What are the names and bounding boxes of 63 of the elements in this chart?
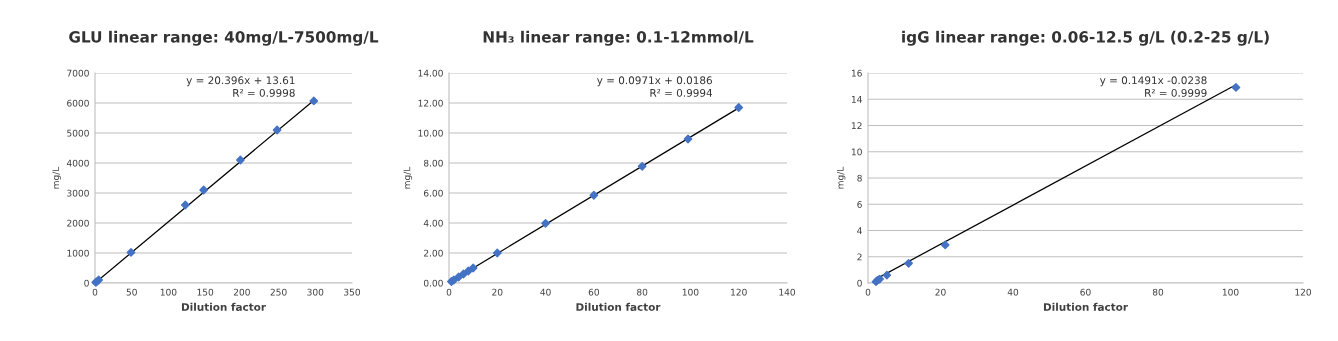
x-tick-label: 100 [1222, 288, 1239, 296]
annotation: R² = 0.9998 [233, 88, 295, 97]
x-tick-label: 0 [865, 288, 871, 296]
y-tick-label: 7000 [67, 69, 89, 77]
chart-title: GLU linear range: 40mg/L-7500mg/L [69, 30, 379, 46]
x-tick-label: 40 [1007, 288, 1019, 296]
y-tick-label: 2 [857, 253, 862, 261]
y-tick-label: 4 [857, 227, 862, 234]
y-tick-label: 2.00 [424, 249, 443, 257]
y-tick-label: 1000 [67, 249, 89, 257]
annotation: y = 20.396x + 13.61 [186, 76, 295, 87]
x-tick-label: 0 [92, 288, 98, 296]
annotation: y = 0.1491x -0.0238 [1099, 76, 1207, 87]
y-tick-label: 6000 [67, 99, 89, 107]
x-tick-label: 100 [682, 288, 699, 296]
annotation: R² = 0.9994 [650, 88, 713, 97]
y-tick-label: 0 [857, 279, 862, 287]
x-tick-label: 20 [935, 288, 946, 296]
x-tick-label: 80 [637, 288, 648, 296]
y-axis-title: mg/L [836, 166, 846, 189]
y-tick-label: 0 [84, 279, 89, 287]
x-tick-label: 60 [588, 288, 599, 296]
y-tick-label: 16 [851, 69, 862, 77]
y-tick-label: 4.00 [423, 219, 443, 227]
y-tick-label: 10 [851, 148, 862, 156]
y-tick-label: 6 [857, 200, 862, 208]
x-tick-label: 100 [160, 288, 177, 296]
x-tick-label: 300 [307, 288, 324, 296]
y-tick-label: 14 [851, 96, 862, 103]
x-tick-label: 60 [1080, 288, 1091, 296]
y-tick-label: 10.00 [418, 129, 443, 137]
x-tick-label: 50 [126, 288, 137, 296]
x-tick-label: 200 [233, 288, 250, 296]
x-axis-title: Dilution factor [181, 302, 266, 311]
chart-title: igG linear range: 0.06-12.5 g/L (0.2-25 g/L) [902, 30, 1269, 46]
y-tick-label: 8 [857, 174, 862, 182]
x-tick-label: 150 [197, 288, 214, 296]
annotation: R² = 0.9999 [1145, 88, 1207, 97]
y-axis-title: mg/L [52, 166, 61, 189]
x-tick-label: 20 [492, 288, 503, 296]
y-tick-label: 0.00 [423, 279, 443, 287]
chart-title: NH₃ linear range: 0.1-12mmol/L [483, 30, 754, 46]
annotation: y = 0.0971x + 0.0186 [597, 76, 712, 87]
y-tick-label: 6.00 [423, 189, 443, 197]
x-tick-label: 0 [446, 288, 452, 296]
y-tick-label: 3000 [67, 189, 89, 197]
x-tick-label: 120 [1295, 288, 1312, 296]
y-tick-label: 14.00 [418, 69, 443, 77]
x-axis-title: Dilution factor [576, 302, 661, 311]
x-tick-label: 250 [270, 288, 287, 296]
x-axis-title: Dilution factor [1043, 302, 1128, 311]
y-tick-label: 5000 [67, 129, 89, 137]
x-tick-label: 80 [1152, 288, 1164, 296]
x-tick-label: 40 [540, 288, 551, 296]
y-tick-label: 12.00 [418, 99, 443, 107]
x-tick-label: 140 [779, 288, 796, 296]
x-tick-label: 350 [344, 288, 361, 296]
y-tick-label: 4000 [66, 159, 89, 167]
y-axis-title: mg/L [403, 166, 413, 189]
y-tick-label: 8.00 [423, 159, 443, 167]
x-tick-label: 120 [731, 288, 747, 296]
y-tick-label: 12 [851, 122, 862, 129]
y-tick-label: 2000 [67, 219, 89, 227]
